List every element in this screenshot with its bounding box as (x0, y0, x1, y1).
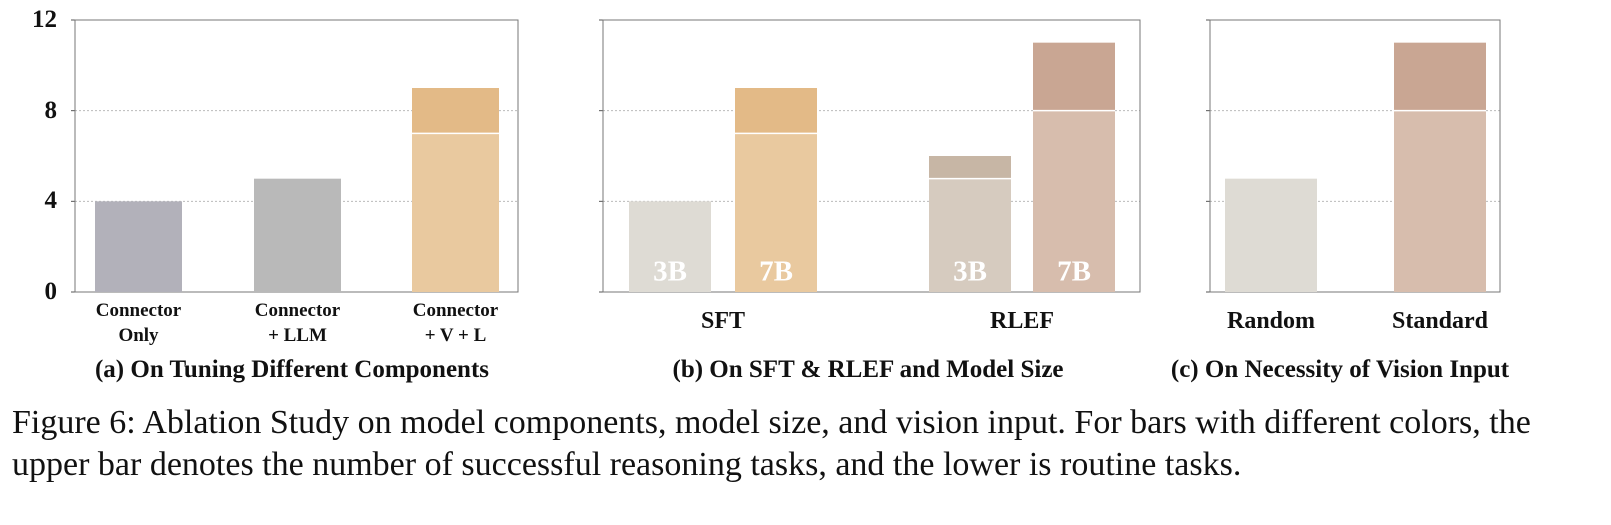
x-tick-label: Standard (1391, 308, 1489, 334)
x-tick-label: Connector + V + L (412, 300, 499, 346)
x-tick-label: RLEF (989, 308, 1055, 334)
y-tick-label: 12 (32, 6, 57, 33)
bar-segment (254, 178, 341, 292)
panel-title: (a) On Tuning Different Components (94, 356, 490, 383)
y-tick-label: 8 (44, 96, 58, 124)
panel-title: (b) On SFT & RLEF and Model Size (672, 356, 1064, 383)
bar-segment (735, 88, 817, 134)
bar-label: 3B (653, 256, 687, 288)
caption: Figure 6: Ablation Study on model compon… (12, 404, 1531, 483)
plot-frame (1209, 19, 1501, 293)
x-tick-label: Connector + LLM (254, 300, 341, 346)
bar-label: 7B (1057, 256, 1091, 288)
bar-segment (1033, 42, 1115, 111)
bar-segment (735, 133, 817, 292)
bar-segment (929, 156, 1011, 179)
bar-segment (929, 178, 1011, 292)
bar-segment (1394, 110, 1486, 293)
bar-segment (629, 201, 711, 292)
bar-segment (412, 88, 499, 134)
bar-label: 3B (953, 256, 987, 288)
bar-segment (412, 133, 499, 292)
y-tick-label: 4 (44, 187, 58, 215)
bar-segment (1033, 110, 1115, 293)
x-tick-label: Random (1226, 308, 1316, 334)
plot-frame (602, 19, 1141, 293)
x-tick-label: Connector Only (95, 300, 182, 346)
panel-title: (c) On Necessity of Vision Input (1170, 356, 1510, 383)
bar-label: 7B (759, 256, 793, 288)
bar-segment (95, 201, 182, 292)
x-tick-label: SFT (700, 308, 746, 334)
bar-segment (1394, 42, 1486, 111)
y-tick-label: 0 (44, 278, 58, 305)
bar-segment (1225, 178, 1317, 292)
